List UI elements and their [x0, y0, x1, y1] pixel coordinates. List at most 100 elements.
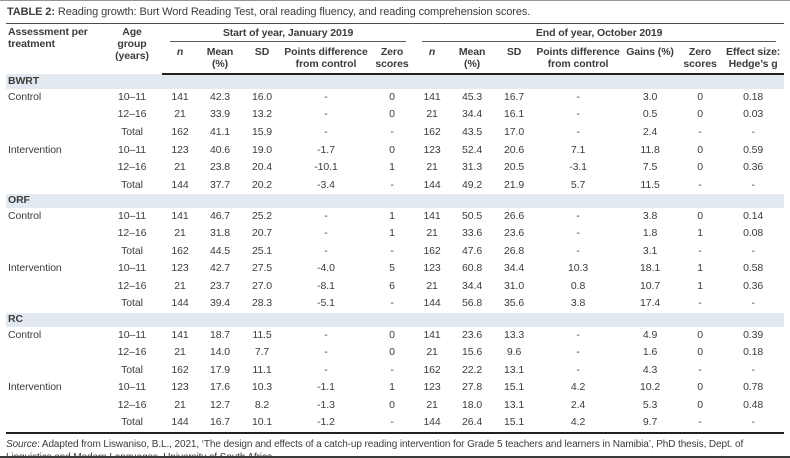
- cell-effect-size-end: 0.18: [743, 346, 764, 359]
- cell-n-start: 144: [171, 416, 189, 429]
- cell-points-diff-end: 3.8: [570, 297, 586, 310]
- cell-mean-start: 14.0: [209, 346, 231, 359]
- cell-sd-end: 17.0: [504, 126, 525, 139]
- cell-gains-end: 4.3: [642, 363, 658, 376]
- cell-gains-end: 1.6: [642, 346, 658, 359]
- cell-gains-end: 3.0: [642, 90, 658, 103]
- cell-points-diff-start: -10.1: [314, 161, 338, 174]
- col-group-end-of-year: End of year, October 2019: [414, 24, 784, 44]
- cell-treatment: [6, 124, 102, 142]
- cell-mean-end: 45.3: [462, 90, 483, 103]
- cell-n-start: 141: [171, 90, 189, 103]
- cell-zero-scores-start: 5: [389, 262, 395, 275]
- cell-sd-end: 31.0: [504, 279, 525, 292]
- table-row: Total 162 17.9 11.1 - - 162 22.2 13.1 - 4.3 - -: [6, 362, 784, 380]
- cell-sd-start: 25.1: [251, 244, 273, 257]
- cell-mean-end: 50.5: [462, 209, 483, 222]
- cell-n-end: 144: [423, 416, 441, 429]
- cell-gains-end: 0.5: [642, 108, 658, 121]
- table-row: Total 162 41.1 15.9 - - 162 43.5 17.0 - 2.4 - -: [6, 124, 784, 142]
- col-header-zero-scores-start: Zero scores: [370, 44, 415, 76]
- cell-gains-end: 1.8: [642, 227, 658, 240]
- cell-mean-start: 23.8: [209, 161, 231, 174]
- cell-effect-size-end: 0.18: [743, 90, 764, 103]
- cell-mean-end: 56.8: [462, 297, 483, 310]
- table-row: Total 162 44.5 25.1 - - 162 47.6 26.8 - 3.1 - -: [6, 243, 784, 261]
- cell-n-end: 123: [423, 143, 441, 156]
- cell-mean-end: 60.8: [462, 262, 483, 275]
- cell-gains-end: 10.2: [640, 381, 661, 394]
- cell-gains-end: 7.5: [642, 161, 658, 174]
- cell-n-start: 21: [174, 108, 186, 121]
- cell-sd-start: 15.9: [251, 126, 273, 139]
- cell-treatment: [6, 362, 102, 380]
- cell-effect-size-end: 0.48: [743, 398, 764, 411]
- cell-n-end: 21: [426, 398, 438, 411]
- cell-zero-scores-end: 1: [697, 262, 703, 275]
- cell-n-start: 123: [171, 143, 189, 156]
- cell-gains-end: 5.3: [642, 398, 658, 411]
- header-group-row: Assessment per treatment Age group (year…: [6, 24, 784, 62]
- section-label: BWRT: [6, 74, 785, 89]
- cell-n-start: 144: [171, 297, 189, 310]
- cell-sd-end: 34.4: [504, 262, 525, 275]
- cell-n-end: 123: [423, 262, 441, 275]
- cell-sd-end: 16.7: [504, 90, 525, 103]
- cell-age: 10–11: [118, 328, 146, 341]
- cell-points-diff-end: 10.3: [568, 262, 589, 275]
- cell-treatment: [6, 397, 102, 415]
- table-header: Assessment per treatment Age group (year…: [6, 24, 785, 76]
- cell-mean-end: 31.3: [462, 161, 483, 174]
- cell-effect-size-end: -: [751, 178, 755, 191]
- table-row: 12–16 21 14.0 7.7 - 0 21 15.6 9.6 - 1.6 0 0.18: [6, 344, 784, 362]
- cell-age: 12–16: [117, 108, 147, 121]
- cell-mean-start: 41.1: [209, 126, 231, 139]
- cell-points-diff-end: 5.7: [570, 178, 586, 191]
- cell-points-diff-end: 4.2: [570, 416, 586, 429]
- cell-gains-end: 3.8: [642, 209, 658, 222]
- cell-age: Total: [121, 178, 143, 191]
- cell-zero-scores-end: 0: [697, 398, 703, 411]
- cell-zero-scores-end: 0: [697, 381, 703, 394]
- cell-points-diff-end: 2.4: [570, 398, 586, 411]
- col-header-effect-size: Effect size: Hedge’s g: [722, 44, 785, 76]
- cell-age: Total: [121, 297, 143, 310]
- cell-sd-end: 26.6: [504, 209, 525, 222]
- cell-n-end: 21: [426, 108, 438, 121]
- cell-zero-scores-start: 0: [389, 108, 395, 121]
- cell-sd-start: 11.1: [252, 363, 272, 376]
- cell-treatment: Control: [8, 90, 42, 103]
- section-header-row: RC: [6, 313, 785, 327]
- cell-effect-size-end: -: [751, 297, 755, 310]
- cell-n-start: 21: [174, 279, 186, 292]
- cell-effect-size-end: 0.14: [743, 209, 764, 222]
- cell-effect-size-end: 0.39: [743, 328, 764, 341]
- cell-zero-scores-start: -: [390, 178, 394, 191]
- cell-n-start: 162: [171, 126, 189, 139]
- cell-mean-start: 12.7: [209, 398, 231, 411]
- cell-n-start: 21: [174, 161, 186, 174]
- cell-sd-end: 9.6: [506, 346, 522, 359]
- cell-points-diff-start: -1.2: [317, 416, 335, 429]
- cell-points-diff-start: -: [324, 126, 328, 139]
- cell-sd-end: 20.5: [504, 161, 525, 174]
- cell-zero-scores-start: 0: [389, 346, 395, 359]
- cell-effect-size-end: -: [751, 244, 755, 257]
- table-row: Total 144 16.7 10.1 -1.2 - 144 26.4 15.1 4.2 9.7 - -: [6, 414, 784, 433]
- cell-gains-end: 4.9: [642, 328, 658, 341]
- cell-points-diff-start: -: [324, 244, 328, 257]
- col-header-n-end: n: [414, 44, 451, 76]
- cell-sd-start: 7.7: [254, 346, 270, 359]
- cell-points-diff-start: -: [324, 108, 328, 121]
- cell-n-end: 162: [423, 244, 441, 257]
- cell-n-end: 162: [423, 126, 441, 139]
- table-row: 12–16 21 23.8 20.4 -10.1 1 21 31.3 20.5 -3.1 7.5 0 0…: [6, 159, 784, 177]
- table-number-label: TABLE 2:: [7, 6, 55, 18]
- source-note: Source: Adapted from Liswaniso, B.L., 20…: [6, 438, 784, 456]
- cell-zero-scores-start: 1: [389, 161, 395, 174]
- cell-sd-end: 13.3: [504, 328, 525, 341]
- cell-points-diff-start: -5.1: [317, 297, 335, 310]
- cell-sd-start: 10.3: [251, 381, 273, 394]
- cell-mean-start: 31.8: [209, 227, 231, 240]
- cell-zero-scores-end: 1: [697, 227, 703, 240]
